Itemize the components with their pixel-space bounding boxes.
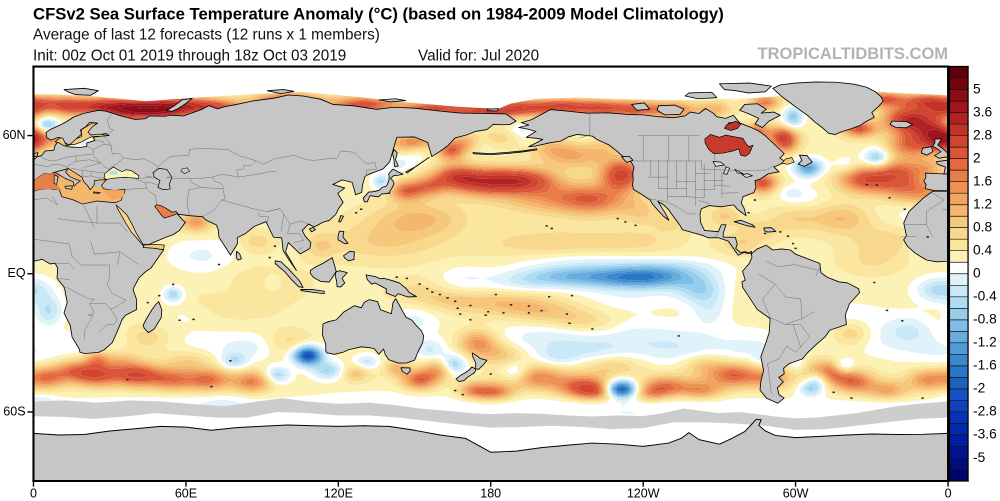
svg-text:60S: 60S <box>3 404 25 418</box>
svg-text:-5: -5 <box>973 450 986 465</box>
svg-text:-0.4: -0.4 <box>973 289 997 304</box>
svg-text:0.8: 0.8 <box>973 220 992 235</box>
svg-text:-1.2: -1.2 <box>973 335 997 350</box>
svg-text:Average of last 12 forecasts (: Average of last 12 forecasts (12 runs x … <box>33 27 380 44</box>
svg-text:0: 0 <box>973 266 981 281</box>
svg-text:180: 180 <box>480 487 501 501</box>
svg-text:Init: 00z Oct 01 2019 through: Init: 00z Oct 01 2019 through 18z Oct 03… <box>33 47 346 64</box>
svg-text:-2.8: -2.8 <box>973 404 997 419</box>
svg-text:TROPICALTIDBITS.COM: TROPICALTIDBITS.COM <box>758 44 949 63</box>
svg-text:60W: 60W <box>783 487 809 501</box>
svg-text:0: 0 <box>30 487 37 501</box>
svg-text:-0.8: -0.8 <box>973 312 997 327</box>
svg-text:60E: 60E <box>175 487 197 501</box>
svg-text:1.2: 1.2 <box>973 196 992 211</box>
svg-text:CFSv2 Sea Surface Temperature: CFSv2 Sea Surface Temperature Anomaly (°… <box>33 5 724 24</box>
svg-text:Valid for: Jul 2020: Valid for: Jul 2020 <box>418 47 539 64</box>
svg-text:2: 2 <box>973 150 981 165</box>
svg-text:60N: 60N <box>3 128 26 142</box>
svg-text:2.8: 2.8 <box>973 127 992 142</box>
svg-text:1.6: 1.6 <box>973 173 992 188</box>
svg-text:120W: 120W <box>627 487 660 501</box>
svg-text:0: 0 <box>945 487 952 501</box>
svg-text:0.4: 0.4 <box>973 243 992 258</box>
svg-text:-2: -2 <box>973 381 985 396</box>
svg-text:120E: 120E <box>324 487 353 501</box>
svg-text:-1.6: -1.6 <box>973 358 997 373</box>
svg-text:3.6: 3.6 <box>973 104 992 119</box>
svg-text:5: 5 <box>973 81 981 96</box>
svg-text:-3.6: -3.6 <box>973 427 997 442</box>
svg-text:EQ: EQ <box>7 266 25 280</box>
